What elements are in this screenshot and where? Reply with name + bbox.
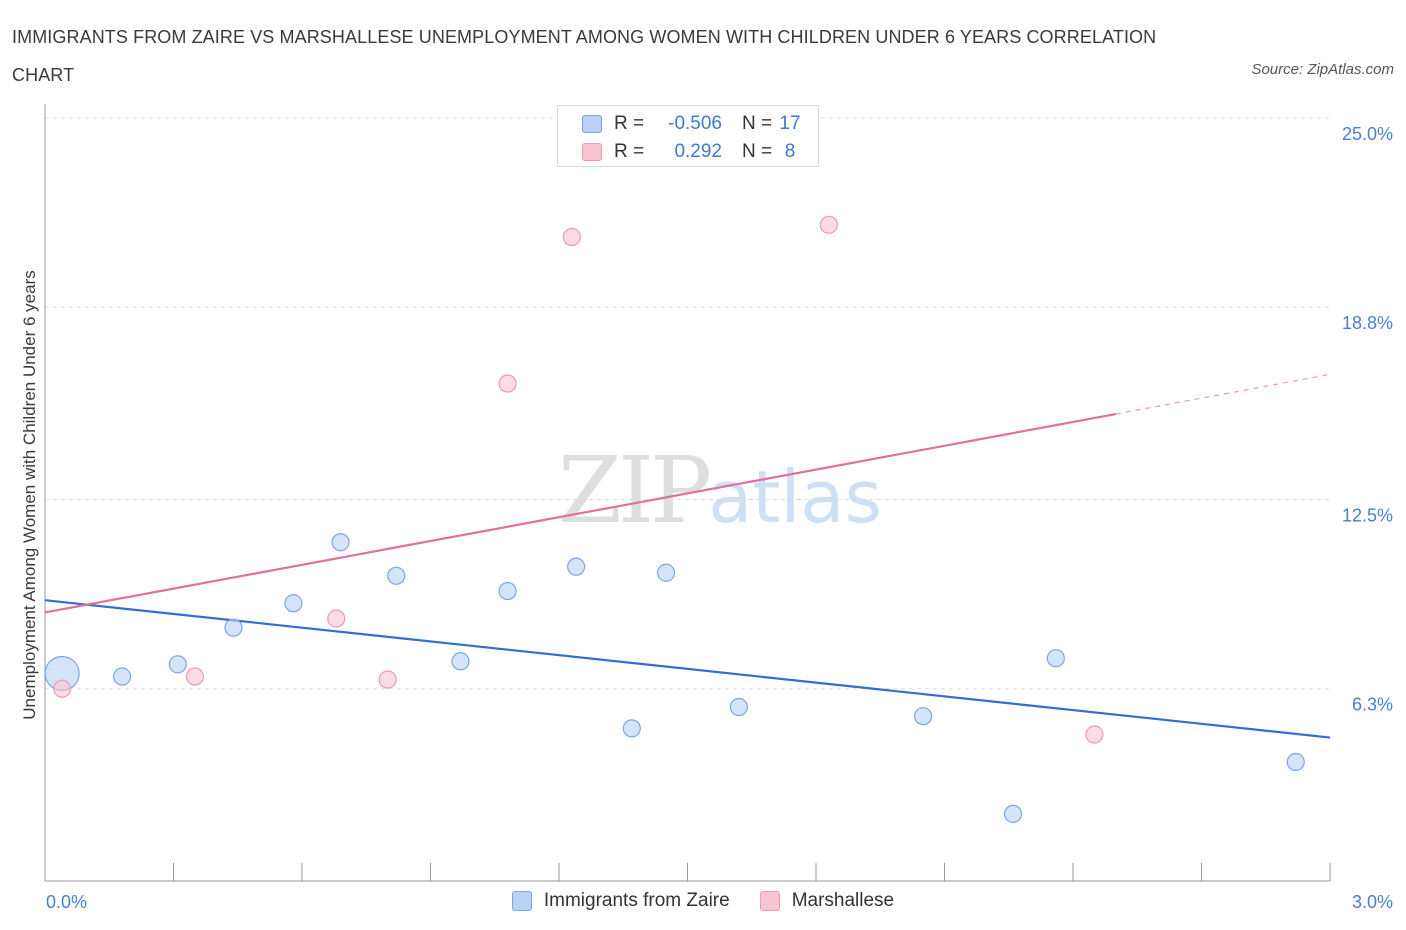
marsh-data-point xyxy=(378,670,397,689)
marsh-trend-line xyxy=(44,412,1117,614)
marsh-data-point xyxy=(498,374,517,393)
zaire-data-point xyxy=(1003,804,1023,823)
legend-r-label: R = xyxy=(614,113,645,134)
zaire-data-point xyxy=(387,566,406,585)
y-tick-label: 12.5% xyxy=(1342,506,1393,526)
zaire-data-point xyxy=(622,719,641,738)
stats-legend: R = -0.506 N = 17 R = 0.292 N = 8 xyxy=(557,105,819,167)
zaire-data-point xyxy=(331,533,350,552)
legend-label-zaire: Immigrants from Zaire xyxy=(543,890,730,911)
axes xyxy=(44,104,1331,882)
zaire-data-point xyxy=(567,557,586,576)
grid-lines xyxy=(45,117,1330,690)
zaire-data-point xyxy=(656,563,676,582)
y-axis-label: Unemployment Among Women with Children U… xyxy=(20,270,39,719)
legend-marsh-r: 0.292 xyxy=(674,141,722,162)
marsh-data-point xyxy=(185,667,205,686)
zaire-data-point xyxy=(498,581,517,601)
legend-zaire-n: 17 xyxy=(779,113,801,134)
marsh-data-point xyxy=(327,609,346,628)
chart-title: IMMIGRANTS FROM ZAIRE VS MARSHALLESE UNE… xyxy=(12,27,1157,85)
y-tick-label: 25.0% xyxy=(1342,124,1393,144)
legend-swatch-zaire xyxy=(511,891,532,911)
y-tick-label: 18.8% xyxy=(1342,313,1393,333)
y-tick-labels: 25.0% 18.8% 12.5% 6.3% xyxy=(1342,124,1393,715)
marsh-trend-extension xyxy=(1115,373,1331,415)
legend-n-label: N = xyxy=(742,113,773,134)
legend-swatch-marsh xyxy=(582,143,602,161)
zaire-data-point xyxy=(1286,752,1305,772)
zaire-trend-line xyxy=(44,599,1331,739)
watermark: ZIPatlas xyxy=(558,437,882,544)
trend-lines xyxy=(44,373,1331,739)
x-tick-label: 0.0% xyxy=(46,892,87,912)
zaire-data-point xyxy=(168,655,187,674)
zaire-data-point xyxy=(913,707,933,726)
legend-zaire-r: -0.506 xyxy=(668,113,722,134)
legend-r-label: R = xyxy=(614,141,645,162)
marsh-data-point xyxy=(819,215,838,234)
series-legend: Immigrants from Zaire Marshallese xyxy=(0,890,1406,912)
legend-n-label: N = xyxy=(742,141,773,162)
legend-swatch-marsh xyxy=(759,891,780,911)
x-tick-label: 3.0% xyxy=(1352,892,1393,912)
y-tick-label: 6.3% xyxy=(1352,695,1393,715)
legend-row-marsh: R = 0.292 N = 8 xyxy=(582,140,802,164)
zaire-data-point xyxy=(1046,649,1065,668)
zaire-data-point xyxy=(112,667,132,686)
zaire-data-point xyxy=(451,652,470,671)
x-tick-labels: 0.0% 3.0% xyxy=(46,892,1393,912)
legend-marsh-n: 8 xyxy=(784,141,796,162)
chart-source: Source: ZipAtlas.com xyxy=(1251,61,1394,78)
legend-item-zaire: Immigrants from Zaire xyxy=(511,890,730,912)
marsh-data-point xyxy=(53,679,72,698)
legend-item-marsh: Marshallese xyxy=(759,890,895,912)
legend-row-zaire: R = -0.506 N = 17 xyxy=(582,112,802,136)
zaire-data-point xyxy=(284,594,303,613)
zaire-data-point xyxy=(224,618,243,637)
data-points xyxy=(44,215,1305,823)
marsh-data-point xyxy=(562,227,581,247)
legend-swatch-zaire xyxy=(582,115,602,133)
legend-label-marsh: Marshallese xyxy=(791,890,895,911)
marsh-data-point xyxy=(1085,725,1104,744)
zaire-data-point xyxy=(729,697,749,717)
